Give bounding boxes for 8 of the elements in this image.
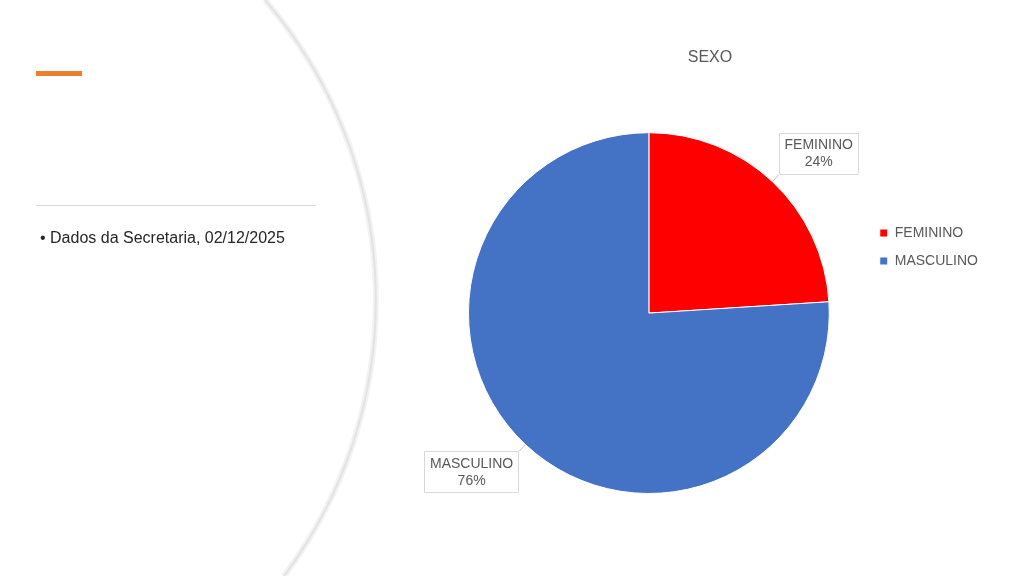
data-label: 24% xyxy=(804,153,833,170)
legend-label: FEMININO xyxy=(894,223,964,240)
data-label: 76% xyxy=(457,471,486,488)
chart-title: SEXO xyxy=(687,48,733,66)
slice-label: MASCULINO xyxy=(430,454,514,471)
text: • Dados da Secretaria, 02/12/2025 xyxy=(40,229,285,247)
slice-label: FEMININO xyxy=(784,136,854,153)
legend-label: MASCULINO xyxy=(894,251,979,268)
